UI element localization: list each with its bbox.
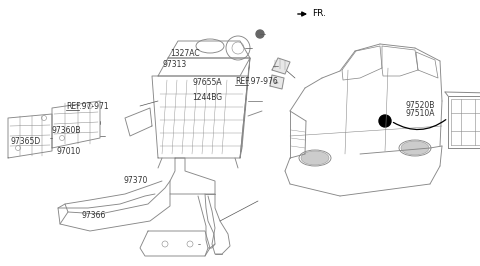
Ellipse shape — [301, 151, 329, 165]
Text: 97365D: 97365D — [11, 137, 41, 146]
Text: 97520B: 97520B — [406, 101, 435, 110]
Text: 97010: 97010 — [57, 147, 81, 156]
Text: 97510A: 97510A — [406, 109, 435, 118]
Text: 1244BG: 1244BG — [192, 93, 222, 102]
Text: REF.97-976: REF.97-976 — [235, 77, 278, 86]
Text: 97655A: 97655A — [193, 78, 223, 88]
Text: 1327AC: 1327AC — [170, 49, 200, 58]
Circle shape — [379, 115, 391, 127]
Text: 97366: 97366 — [82, 211, 106, 221]
Text: 97313: 97313 — [162, 60, 187, 69]
Circle shape — [256, 30, 264, 38]
Text: FR.: FR. — [312, 10, 326, 19]
Text: REF.97-971: REF.97-971 — [66, 102, 109, 111]
Text: 97360B: 97360B — [52, 126, 81, 135]
Polygon shape — [270, 75, 284, 89]
Ellipse shape — [401, 141, 429, 155]
Polygon shape — [272, 58, 290, 74]
Text: 97370: 97370 — [124, 176, 148, 185]
